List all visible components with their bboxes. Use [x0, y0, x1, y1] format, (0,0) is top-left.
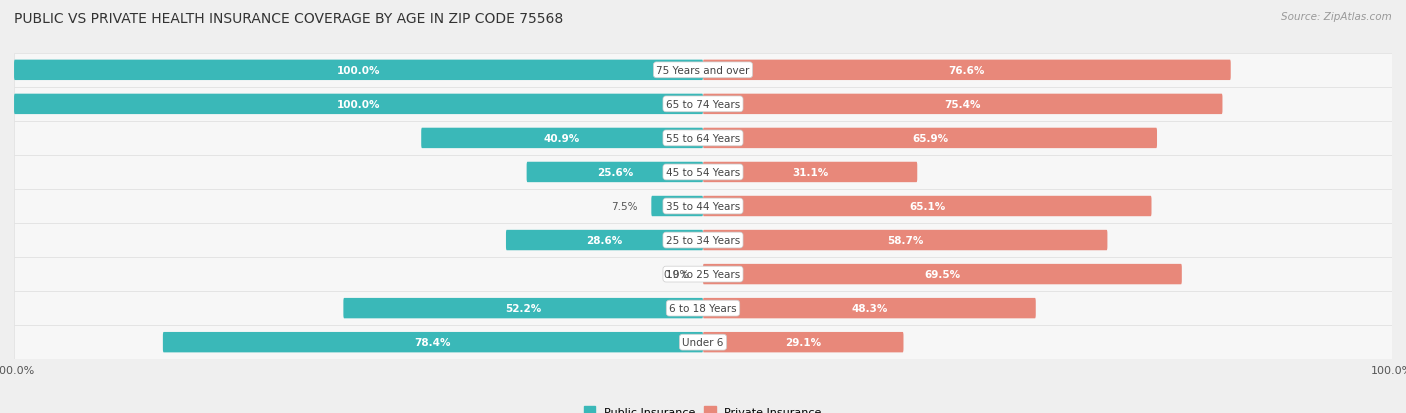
Text: Under 6: Under 6: [682, 337, 724, 347]
FancyBboxPatch shape: [14, 121, 1392, 156]
FancyBboxPatch shape: [703, 162, 917, 183]
FancyBboxPatch shape: [14, 292, 1392, 325]
FancyBboxPatch shape: [14, 60, 703, 81]
Text: 0.0%: 0.0%: [664, 269, 689, 280]
FancyBboxPatch shape: [14, 54, 1392, 88]
Text: 76.6%: 76.6%: [949, 66, 986, 76]
Text: 100.0%: 100.0%: [337, 66, 380, 76]
FancyBboxPatch shape: [343, 298, 703, 318]
Text: 78.4%: 78.4%: [415, 337, 451, 347]
Text: 65.1%: 65.1%: [910, 202, 945, 211]
Text: 28.6%: 28.6%: [586, 235, 623, 245]
Text: 69.5%: 69.5%: [924, 269, 960, 280]
FancyBboxPatch shape: [703, 60, 1230, 81]
Text: 55 to 64 Years: 55 to 64 Years: [666, 133, 740, 144]
FancyBboxPatch shape: [703, 264, 1182, 285]
FancyBboxPatch shape: [527, 162, 703, 183]
FancyBboxPatch shape: [703, 332, 904, 353]
FancyBboxPatch shape: [14, 156, 1392, 190]
FancyBboxPatch shape: [14, 95, 703, 115]
FancyBboxPatch shape: [703, 298, 1036, 318]
FancyBboxPatch shape: [703, 196, 1152, 217]
FancyBboxPatch shape: [506, 230, 703, 251]
Text: 75 Years and over: 75 Years and over: [657, 66, 749, 76]
Text: 29.1%: 29.1%: [785, 337, 821, 347]
FancyBboxPatch shape: [703, 128, 1157, 149]
FancyBboxPatch shape: [703, 95, 1222, 115]
FancyBboxPatch shape: [651, 196, 703, 217]
Text: 31.1%: 31.1%: [792, 168, 828, 178]
FancyBboxPatch shape: [163, 332, 703, 353]
Text: 19 to 25 Years: 19 to 25 Years: [666, 269, 740, 280]
Text: 40.9%: 40.9%: [544, 133, 581, 144]
Text: 58.7%: 58.7%: [887, 235, 924, 245]
FancyBboxPatch shape: [14, 325, 1392, 359]
FancyBboxPatch shape: [14, 257, 1392, 292]
FancyBboxPatch shape: [14, 223, 1392, 257]
Text: 35 to 44 Years: 35 to 44 Years: [666, 202, 740, 211]
Text: 48.3%: 48.3%: [851, 304, 887, 313]
Text: 52.2%: 52.2%: [505, 304, 541, 313]
FancyBboxPatch shape: [703, 230, 1108, 251]
Text: Source: ZipAtlas.com: Source: ZipAtlas.com: [1281, 12, 1392, 22]
Text: 6 to 18 Years: 6 to 18 Years: [669, 304, 737, 313]
Text: 45 to 54 Years: 45 to 54 Years: [666, 168, 740, 178]
Text: 65 to 74 Years: 65 to 74 Years: [666, 100, 740, 109]
Text: 75.4%: 75.4%: [945, 100, 981, 109]
Text: PUBLIC VS PRIVATE HEALTH INSURANCE COVERAGE BY AGE IN ZIP CODE 75568: PUBLIC VS PRIVATE HEALTH INSURANCE COVER…: [14, 12, 564, 26]
Text: 65.9%: 65.9%: [912, 133, 948, 144]
Text: 25 to 34 Years: 25 to 34 Years: [666, 235, 740, 245]
FancyBboxPatch shape: [422, 128, 703, 149]
Text: 25.6%: 25.6%: [596, 168, 633, 178]
Text: 100.0%: 100.0%: [337, 100, 380, 109]
FancyBboxPatch shape: [14, 190, 1392, 223]
FancyBboxPatch shape: [14, 88, 1392, 121]
Legend: Public Insurance, Private Insurance: Public Insurance, Private Insurance: [579, 402, 827, 413]
Text: 7.5%: 7.5%: [612, 202, 637, 211]
